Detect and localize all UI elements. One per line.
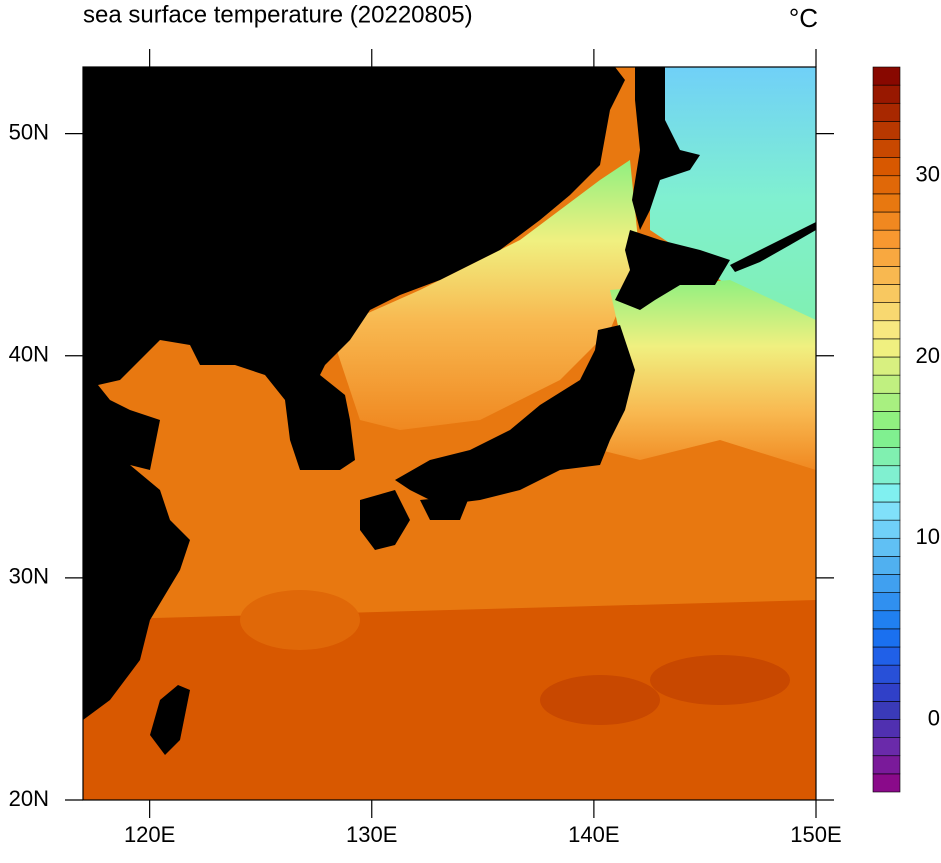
land — [395, 325, 635, 505]
land — [360, 490, 410, 550]
colorbar-box — [872, 429, 901, 448]
colorbar-box — [872, 374, 901, 394]
japan-sea — [330, 160, 640, 430]
colorbar-box — [872, 175, 901, 195]
colorbar-box — [872, 84, 901, 104]
colorbar-box — [872, 102, 901, 122]
y-tick-label: 20N — [9, 786, 49, 811]
x-tick-label: 130E — [346, 822, 397, 847]
y-tick-label: 30N — [9, 564, 49, 589]
colorbar-box — [872, 664, 901, 684]
colorbar-box — [872, 447, 901, 467]
colorbar-box — [872, 556, 901, 575]
colorbar-tick-label: 0 — [928, 705, 940, 730]
land — [615, 230, 730, 310]
colorbar-box — [872, 121, 901, 140]
land — [150, 685, 190, 755]
colorbar-box — [872, 392, 901, 412]
colorbar-box — [872, 338, 901, 358]
colorbar-box — [872, 755, 901, 775]
colorbar-box — [872, 682, 901, 702]
colorbar-box — [872, 356, 901, 376]
ocean-warm — [83, 600, 816, 800]
unit-label: °C — [789, 3, 818, 33]
colorbar-box — [872, 537, 901, 557]
colorbar-tick-label: 20 — [916, 343, 940, 368]
colorbar-box — [872, 266, 901, 285]
chart-title: sea surface temperature (20220805) — [83, 1, 473, 28]
colorbar-box — [872, 737, 901, 757]
colorbar-box — [872, 701, 901, 720]
colorbar-box — [872, 302, 901, 322]
okhotsk-sea — [640, 67, 816, 330]
colorbar-box — [872, 284, 901, 303]
colorbar-box — [872, 66, 901, 86]
x-tick-label: 140E — [568, 822, 619, 847]
land — [83, 67, 625, 720]
colorbar-box — [872, 610, 901, 630]
y-tick-label: 50N — [9, 119, 49, 144]
colorbar-box — [872, 157, 901, 177]
x-tick-label: 150E — [790, 822, 841, 847]
colorbar-box — [872, 411, 901, 430]
colorbar-box — [872, 211, 901, 231]
colorbar-box — [872, 719, 901, 738]
colorbar-tick-label: 30 — [916, 162, 940, 187]
ocean-warm — [540, 675, 660, 725]
colorbar-box — [872, 628, 901, 648]
y-tick-label: 40N — [9, 342, 49, 367]
colorbar-box — [872, 519, 901, 539]
colorbar-tick-label: 10 — [916, 524, 940, 549]
colorbar-box — [872, 501, 901, 521]
colorbar-box — [872, 646, 901, 666]
ocean-warm — [240, 590, 360, 650]
colorbar-box — [872, 773, 901, 793]
colorbar-box — [872, 592, 901, 612]
colorbar-box — [872, 574, 901, 593]
land — [420, 495, 470, 520]
colorbar-box — [872, 193, 901, 213]
colorbar-box — [872, 229, 901, 249]
colorbar-box — [872, 320, 901, 340]
plot-frame — [82, 66, 817, 801]
land — [632, 67, 700, 230]
colorbar-box — [872, 139, 901, 158]
colorbar-box — [872, 483, 901, 503]
ocean-warm — [650, 655, 790, 705]
map-field — [83, 67, 816, 800]
colorbar-box — [872, 465, 901, 485]
east-ocean — [600, 280, 816, 470]
land — [730, 222, 816, 272]
colorbar-box — [872, 247, 901, 267]
x-tick-label: 120E — [124, 822, 175, 847]
